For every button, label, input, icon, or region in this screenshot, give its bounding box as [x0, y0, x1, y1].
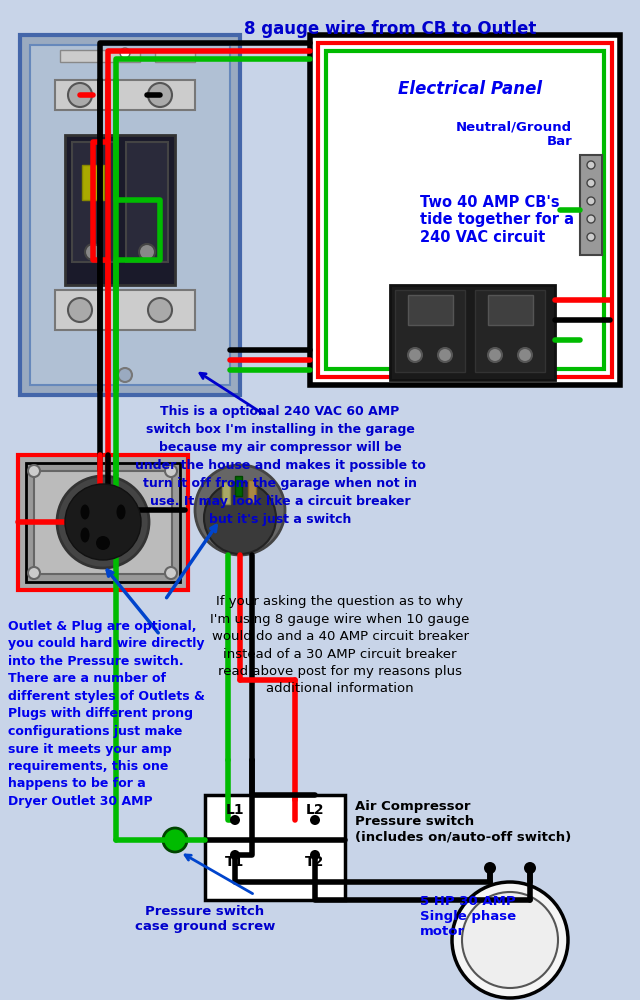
Circle shape — [587, 179, 595, 187]
Circle shape — [408, 348, 422, 362]
Circle shape — [195, 465, 285, 555]
Text: L1: L1 — [226, 803, 244, 817]
Bar — [248, 480, 256, 502]
Circle shape — [65, 484, 141, 560]
Bar — [34, 471, 172, 574]
Circle shape — [148, 83, 172, 107]
Circle shape — [165, 567, 177, 579]
Text: Outlet & Plug are optional,
you could hard wire directly
into the Pressure switc: Outlet & Plug are optional, you could ha… — [8, 620, 205, 808]
Bar — [126, 142, 168, 262]
Bar — [30, 45, 230, 385]
Circle shape — [518, 348, 532, 362]
Bar — [26, 463, 180, 582]
Text: 8 gauge wire from CB to Outlet: 8 gauge wire from CB to Outlet — [244, 20, 536, 38]
Bar — [475, 290, 545, 372]
Circle shape — [587, 197, 595, 205]
Text: T2: T2 — [305, 855, 324, 869]
Bar — [222, 482, 230, 504]
Circle shape — [524, 862, 536, 874]
Bar — [82, 165, 104, 200]
Circle shape — [165, 465, 177, 477]
Bar — [326, 51, 604, 369]
Circle shape — [230, 815, 240, 825]
Circle shape — [204, 482, 276, 554]
Circle shape — [28, 465, 40, 477]
Bar — [55, 80, 195, 110]
Circle shape — [438, 348, 452, 362]
Text: This is a optional 240 VAC 60 AMP
switch box I'm installing in the garage
becaus: This is a optional 240 VAC 60 AMP switch… — [134, 405, 426, 526]
Ellipse shape — [81, 504, 90, 520]
Bar — [310, 35, 620, 385]
Ellipse shape — [116, 504, 125, 520]
Bar — [488, 295, 533, 325]
Bar — [20, 35, 240, 395]
Circle shape — [85, 244, 101, 260]
Bar — [155, 50, 195, 62]
Circle shape — [587, 233, 595, 241]
Text: Air Compressor
Pressure switch
(includes on/auto-off switch): Air Compressor Pressure switch (includes… — [355, 800, 572, 843]
Text: 5 HP 30 AMP
Single phase
motor: 5 HP 30 AMP Single phase motor — [420, 895, 516, 938]
Circle shape — [310, 815, 320, 825]
Text: T1: T1 — [225, 855, 244, 869]
Text: Pressure switch
case ground screw: Pressure switch case ground screw — [135, 905, 275, 933]
Text: Neutral/Ground
Bar: Neutral/Ground Bar — [456, 120, 572, 148]
Text: L2: L2 — [306, 803, 324, 817]
Text: Two 40 AMP CB's
tide together for a
240 VAC circuit: Two 40 AMP CB's tide together for a 240 … — [420, 195, 574, 245]
Circle shape — [139, 244, 155, 260]
Circle shape — [462, 892, 558, 988]
Bar — [55, 290, 195, 330]
Bar — [408, 295, 453, 325]
Bar — [205, 795, 345, 900]
Bar — [65, 135, 175, 285]
Circle shape — [118, 368, 132, 382]
Circle shape — [484, 862, 496, 874]
Circle shape — [68, 298, 92, 322]
Circle shape — [587, 215, 595, 223]
Bar — [395, 290, 465, 372]
Circle shape — [28, 567, 40, 579]
Bar — [334, 59, 596, 361]
Text: If your asking the question as to why
I'm using 8 gauge wire when 10 gauge
would: If your asking the question as to why I'… — [211, 595, 470, 696]
Bar — [72, 142, 114, 262]
Bar — [235, 476, 242, 496]
Circle shape — [57, 476, 149, 568]
Bar — [580, 155, 602, 255]
Circle shape — [163, 828, 187, 852]
Bar — [18, 455, 188, 590]
Circle shape — [148, 298, 172, 322]
Circle shape — [488, 348, 502, 362]
Bar — [390, 285, 555, 380]
Text: Electrical Panel: Electrical Panel — [398, 80, 542, 98]
Circle shape — [68, 83, 92, 107]
Bar — [318, 43, 612, 377]
Bar — [60, 50, 140, 62]
Ellipse shape — [81, 528, 90, 542]
Circle shape — [96, 536, 110, 550]
Circle shape — [310, 850, 320, 860]
Circle shape — [230, 850, 240, 860]
Circle shape — [120, 48, 130, 58]
Circle shape — [587, 161, 595, 169]
Circle shape — [452, 882, 568, 998]
